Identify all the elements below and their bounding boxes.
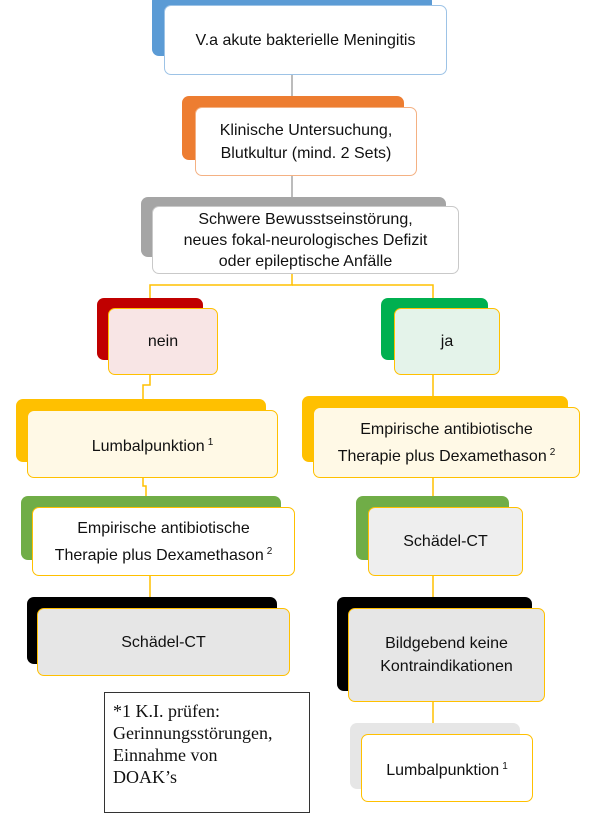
node-imaging-line1: Bildgebend keine xyxy=(385,635,508,652)
node-therapy-left-box: Empirische antibiotische Therapie plus D… xyxy=(32,507,295,576)
connector-question-no xyxy=(149,274,293,298)
node-lumbar-right-label: Lumbalpunktion 1 xyxy=(386,760,508,779)
footnote-box: *1 K.I. prüfen: Gerinnungsstörungen, Ein… xyxy=(104,692,310,813)
connector-question-yes xyxy=(292,284,434,298)
footnote-line3: Einnahme von xyxy=(113,745,218,765)
footnote-line4: DOAK’s xyxy=(113,767,178,787)
node-therapy-right-line2: Therapie plus Dexamethason 2 xyxy=(337,446,556,465)
node-ct-left-label: Schädel-CT xyxy=(121,633,206,651)
connector-lumbar-therapy xyxy=(142,478,147,496)
node-exam-line2: Blutkultur (mind. 2 Sets) xyxy=(220,144,392,162)
node-yes-label: ja xyxy=(440,333,454,350)
node-therapy-right-box: Empirische antibiotische Therapie plus D… xyxy=(313,407,580,478)
footnote-ref-2: 2 xyxy=(266,545,273,557)
node-imaging-box: Bildgebend keine Kontraindikationen xyxy=(348,608,545,702)
node-lumbar-left-box: Lumbalpunktion 1 xyxy=(27,410,278,478)
node-start-box: V.a akute bakterielle Meningitis xyxy=(164,5,447,75)
node-question-line1: Schwere Bewusstseinstörung, xyxy=(198,210,413,228)
node-ct-right-box: Schädel-CT xyxy=(368,507,523,576)
node-therapy-left-line2: Therapie plus Dexamethason 2 xyxy=(54,545,273,564)
footnote-ref-2: 2 xyxy=(549,446,556,458)
node-exam-line1: Klinische Untersuchung, xyxy=(219,121,393,139)
node-start-label: V.a akute bakterielle Meningitis xyxy=(195,31,416,49)
node-question-line2: neues fokal-neurologisches Defizit xyxy=(183,231,428,249)
footnote-line1: *1 K.I. prüfen: xyxy=(113,701,220,721)
node-therapy-right-line1: Empirische antibiotische xyxy=(360,420,533,438)
node-no-label: nein xyxy=(147,333,179,350)
footnote-ref-1: 1 xyxy=(502,760,508,772)
node-question-box: Schwere Bewusstseinstörung, neues fokal-… xyxy=(152,206,459,274)
node-lumbar-right-box: Lumbalpunktion 1 xyxy=(361,734,533,802)
node-exam-box: Klinische Untersuchung, Blutkultur (mind… xyxy=(195,107,417,176)
connector-no-lumbar xyxy=(142,375,151,399)
node-no-box: nein xyxy=(108,308,218,375)
node-ct-left-box: Schädel-CT xyxy=(37,608,290,676)
node-lumbar-left-label: Lumbalpunktion 1 xyxy=(91,436,214,455)
footnote-line2: Gerinnungsstörungen, xyxy=(113,723,273,743)
node-imaging-line2: Kontraindikationen xyxy=(380,658,513,675)
node-yes-box: ja xyxy=(394,308,500,375)
node-ct-right-label: Schädel-CT xyxy=(403,533,488,550)
node-question-line3: oder epileptische Anfälle xyxy=(218,252,393,270)
node-therapy-left-line1: Empirische antibiotische xyxy=(77,519,250,537)
footnote-ref-1: 1 xyxy=(207,436,214,448)
